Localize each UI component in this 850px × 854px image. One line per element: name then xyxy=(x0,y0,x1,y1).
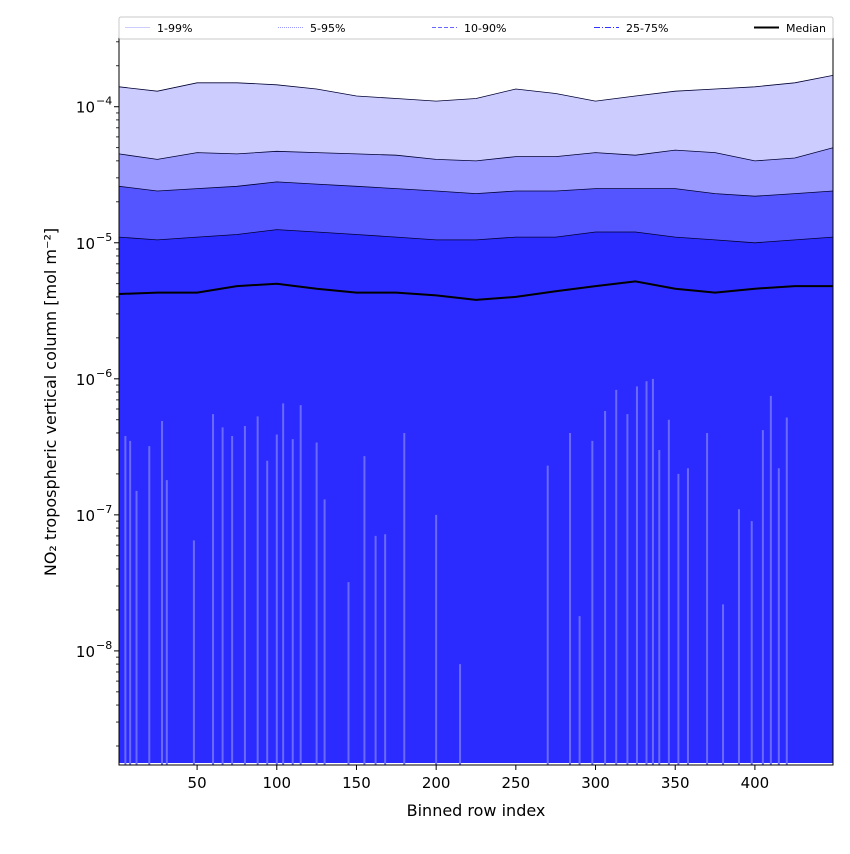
band-25-75%-upper-line xyxy=(119,229,833,244)
legend: 1-99% 5-95% 10-90% 25-75% Median xyxy=(118,16,834,40)
median-line xyxy=(119,280,833,301)
y-tick-label: 10 xyxy=(76,371,95,389)
y-tick-exponent: −7 xyxy=(96,503,112,516)
x-tick-label: 250 xyxy=(502,774,531,792)
band-25-75%-fill xyxy=(119,229,833,764)
legend-frame xyxy=(118,16,834,40)
y-axis-label: NO₂ tropospheric vertical column [mol m⁻… xyxy=(41,228,60,576)
lower-spikes-layer xyxy=(124,378,788,765)
legend-label: Median xyxy=(786,22,826,35)
legend-label: 10-90% xyxy=(464,22,506,35)
legend-label: 25-75% xyxy=(626,22,668,35)
y-tick-label: 10 xyxy=(76,235,95,253)
x-tick-label: 100 xyxy=(262,774,291,792)
y-tick-exponent: −6 xyxy=(96,367,112,380)
x-axis: 50 100 150 200 250 300 350 400 xyxy=(188,765,770,792)
y-tick-exponent: −4 xyxy=(96,95,112,108)
bands-layer xyxy=(119,75,833,764)
y-tick-label: 10 xyxy=(76,99,95,117)
band-5-95%-upper-line xyxy=(119,147,833,162)
y-axis: 10−810−710−610−510−4 xyxy=(76,41,119,747)
median-layer xyxy=(119,280,833,301)
band-1-99%-upper-line xyxy=(119,75,833,102)
x-tick-label: 150 xyxy=(342,774,371,792)
x-axis-label: Binned row index xyxy=(407,801,546,820)
x-tick-label: 300 xyxy=(581,774,610,792)
band-10-90%-upper-line xyxy=(119,181,833,197)
legend-label: 5-95% xyxy=(310,22,345,35)
legend-label: 1-99% xyxy=(157,22,192,35)
x-tick-label: 200 xyxy=(422,774,451,792)
y-tick-label: 10 xyxy=(76,643,95,661)
x-tick-label: 400 xyxy=(741,774,770,792)
y-tick-exponent: −5 xyxy=(96,231,112,244)
y-tick-exponent: −8 xyxy=(96,639,112,652)
x-tick-label: 350 xyxy=(661,774,690,792)
y-tick-label: 10 xyxy=(76,507,95,525)
x-tick-label: 50 xyxy=(188,774,207,792)
